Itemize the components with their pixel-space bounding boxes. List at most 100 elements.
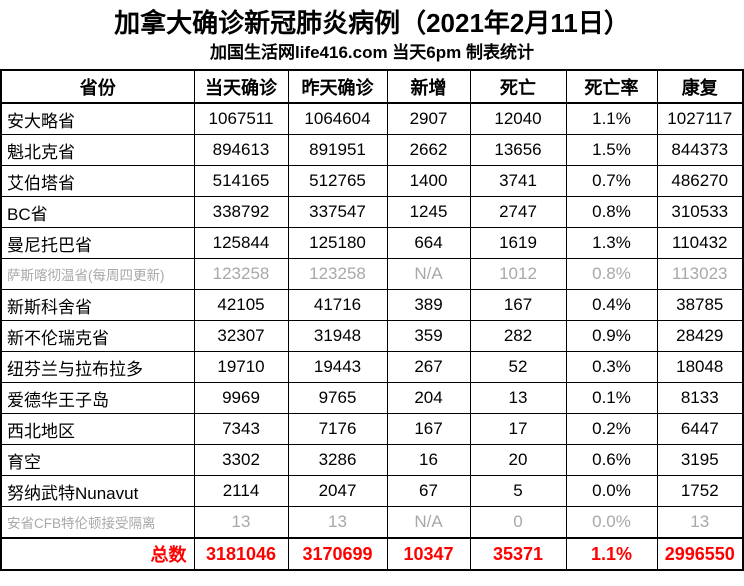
- province-cell: 总数: [0, 537, 195, 571]
- recovered-cell: 38785: [656, 289, 744, 321]
- today-confirmed-cell: 9969: [193, 382, 289, 414]
- death-rate-cell: 0.7%: [565, 165, 658, 197]
- death-rate-cell: 0.4%: [565, 289, 658, 321]
- death-rate-cell: 0.9%: [565, 320, 658, 352]
- yesterday-confirmed-cell: 2047: [287, 475, 388, 507]
- yesterday-confirmed-cell: 9765: [287, 382, 388, 414]
- column-header-new-cases: 新增: [386, 69, 471, 104]
- deaths-cell: 1012: [469, 258, 567, 290]
- province-cell: 育空: [0, 444, 195, 476]
- death-rate-cell: 0.8%: [565, 196, 658, 228]
- province-cell: 纽芬兰与拉布拉多: [0, 351, 195, 383]
- new-cases-cell: 664: [386, 227, 471, 259]
- new-cases-cell: 67: [386, 475, 471, 507]
- province-cell: 艾伯塔省: [0, 165, 195, 197]
- total-row: 总数 3181046 3170699 10347 35371 1.1% 2996550: [0, 537, 744, 571]
- recovered-cell: 3195: [656, 444, 744, 476]
- column-header-recovered: 康复: [656, 69, 744, 104]
- today-confirmed-cell: 123258: [193, 258, 289, 290]
- province-cell: 萨斯喀彻温省(每周四更新): [0, 258, 195, 290]
- table-header-row: 省份 当天确诊 昨天确诊 新增 死亡 死亡率 康复: [0, 69, 744, 104]
- yesterday-confirmed-cell: 3170699: [287, 537, 388, 571]
- yesterday-confirmed-cell: 512765: [287, 165, 388, 197]
- death-rate-cell: 0.2%: [565, 413, 658, 445]
- table-row: 新斯科舍省 42105 41716 389 167 0.4% 38785: [0, 289, 744, 321]
- recovered-cell: 844373: [656, 134, 744, 166]
- death-rate-cell: 0.0%: [565, 475, 658, 507]
- covid-stats-page: 加拿大确诊新冠肺炎病例（2021年2月11日） 加国生活网life416.com…: [0, 6, 744, 571]
- page-title: 加拿大确诊新冠肺炎病例（2021年2月11日）: [114, 8, 630, 38]
- new-cases-cell: 1400: [386, 165, 471, 197]
- new-cases-cell: 1245: [386, 196, 471, 228]
- table-row: 新不伦瑞克省 32307 31948 359 282 0.9% 28429: [0, 320, 744, 352]
- recovered-cell: 486270: [656, 165, 744, 197]
- today-confirmed-cell: 338792: [193, 196, 289, 228]
- province-cell: 曼尼托巴省: [0, 227, 195, 259]
- today-confirmed-cell: 1067511: [193, 102, 289, 135]
- recovered-cell: 310533: [656, 196, 744, 228]
- death-rate-cell: 0.8%: [565, 258, 658, 290]
- column-header-today-confirmed: 当天确诊: [193, 69, 289, 104]
- yesterday-confirmed-cell: 13: [287, 506, 388, 539]
- yesterday-confirmed-cell: 337547: [287, 196, 388, 228]
- table-row: 纽芬兰与拉布拉多 19710 19443 267 52 0.3% 18048: [0, 351, 744, 383]
- deaths-cell: 35371: [469, 537, 567, 571]
- recovered-cell: 110432: [656, 227, 744, 259]
- new-cases-cell: 2907: [386, 102, 471, 135]
- table-row: 艾伯塔省 514165 512765 1400 3741 0.7% 486270: [0, 165, 744, 197]
- yesterday-confirmed-cell: 123258: [287, 258, 388, 290]
- column-header-deaths: 死亡: [469, 69, 567, 104]
- table-row: 曼尼托巴省 125844 125180 664 1619 1.3% 110432: [0, 227, 744, 259]
- today-confirmed-cell: 19710: [193, 351, 289, 383]
- deaths-cell: 1619: [469, 227, 567, 259]
- new-cases-cell: 204: [386, 382, 471, 414]
- yesterday-confirmed-cell: 41716: [287, 289, 388, 321]
- province-cell: 新不伦瑞克省: [0, 320, 195, 352]
- yesterday-confirmed-cell: 7176: [287, 413, 388, 445]
- new-cases-cell: 359: [386, 320, 471, 352]
- deaths-cell: 2747: [469, 196, 567, 228]
- recovered-cell: 2996550: [656, 537, 744, 571]
- new-cases-cell: N/A: [386, 258, 471, 290]
- yesterday-confirmed-cell: 1064604: [287, 102, 388, 135]
- death-rate-cell: 0.3%: [565, 351, 658, 383]
- table-row: 西北地区 7343 7176 167 17 0.2% 6447: [0, 413, 744, 445]
- province-cell: 安省CFB特伦顿接受隔离: [0, 506, 195, 539]
- table-row: 萨斯喀彻温省(每周四更新) 123258 123258 N/A 1012 0.8% 1130…: [0, 258, 744, 290]
- death-rate-cell: 1.3%: [565, 227, 658, 259]
- table-row: 爱德华王子岛 9969 9765 204 13 0.1% 8133: [0, 382, 744, 414]
- today-confirmed-cell: 3302: [193, 444, 289, 476]
- new-cases-cell: 2662: [386, 134, 471, 166]
- recovered-cell: 1027117: [656, 102, 744, 135]
- table-row: 育空 3302 3286 16 20 0.6% 3195: [0, 444, 744, 476]
- yesterday-confirmed-cell: 19443: [287, 351, 388, 383]
- table-row: 安大略省 1067511 1064604 2907 12040 1.1% 1027117: [0, 102, 744, 135]
- new-cases-cell: N/A: [386, 506, 471, 539]
- today-confirmed-cell: 13: [193, 506, 289, 539]
- deaths-cell: 5: [469, 475, 567, 507]
- recovered-cell: 6447: [656, 413, 744, 445]
- death-rate-cell: 0.6%: [565, 444, 658, 476]
- deaths-cell: 13656: [469, 134, 567, 166]
- deaths-cell: 13: [469, 382, 567, 414]
- province-cell: 安大略省: [0, 102, 195, 135]
- province-cell: 魁北克省: [0, 134, 195, 166]
- new-cases-cell: 167: [386, 413, 471, 445]
- table-row: 努纳武特Nunavut 2114 2047 67 5 0.0% 1752: [0, 475, 744, 507]
- recovered-cell: 18048: [656, 351, 744, 383]
- recovered-cell: 8133: [656, 382, 744, 414]
- province-cell: BC省: [0, 196, 195, 228]
- table-row: BC省 338792 337547 1245 2747 0.8% 310533: [0, 196, 744, 228]
- deaths-cell: 0: [469, 506, 567, 539]
- death-rate-cell: 1.1%: [565, 537, 658, 571]
- today-confirmed-cell: 32307: [193, 320, 289, 352]
- death-rate-cell: 0.0%: [565, 506, 658, 539]
- yesterday-confirmed-cell: 3286: [287, 444, 388, 476]
- new-cases-cell: 10347: [386, 537, 471, 571]
- death-rate-cell: 0.1%: [565, 382, 658, 414]
- today-confirmed-cell: 7343: [193, 413, 289, 445]
- deaths-cell: 20: [469, 444, 567, 476]
- deaths-cell: 52: [469, 351, 567, 383]
- column-header-yesterday-confirmed: 昨天确诊: [287, 69, 388, 104]
- deaths-cell: 12040: [469, 102, 567, 135]
